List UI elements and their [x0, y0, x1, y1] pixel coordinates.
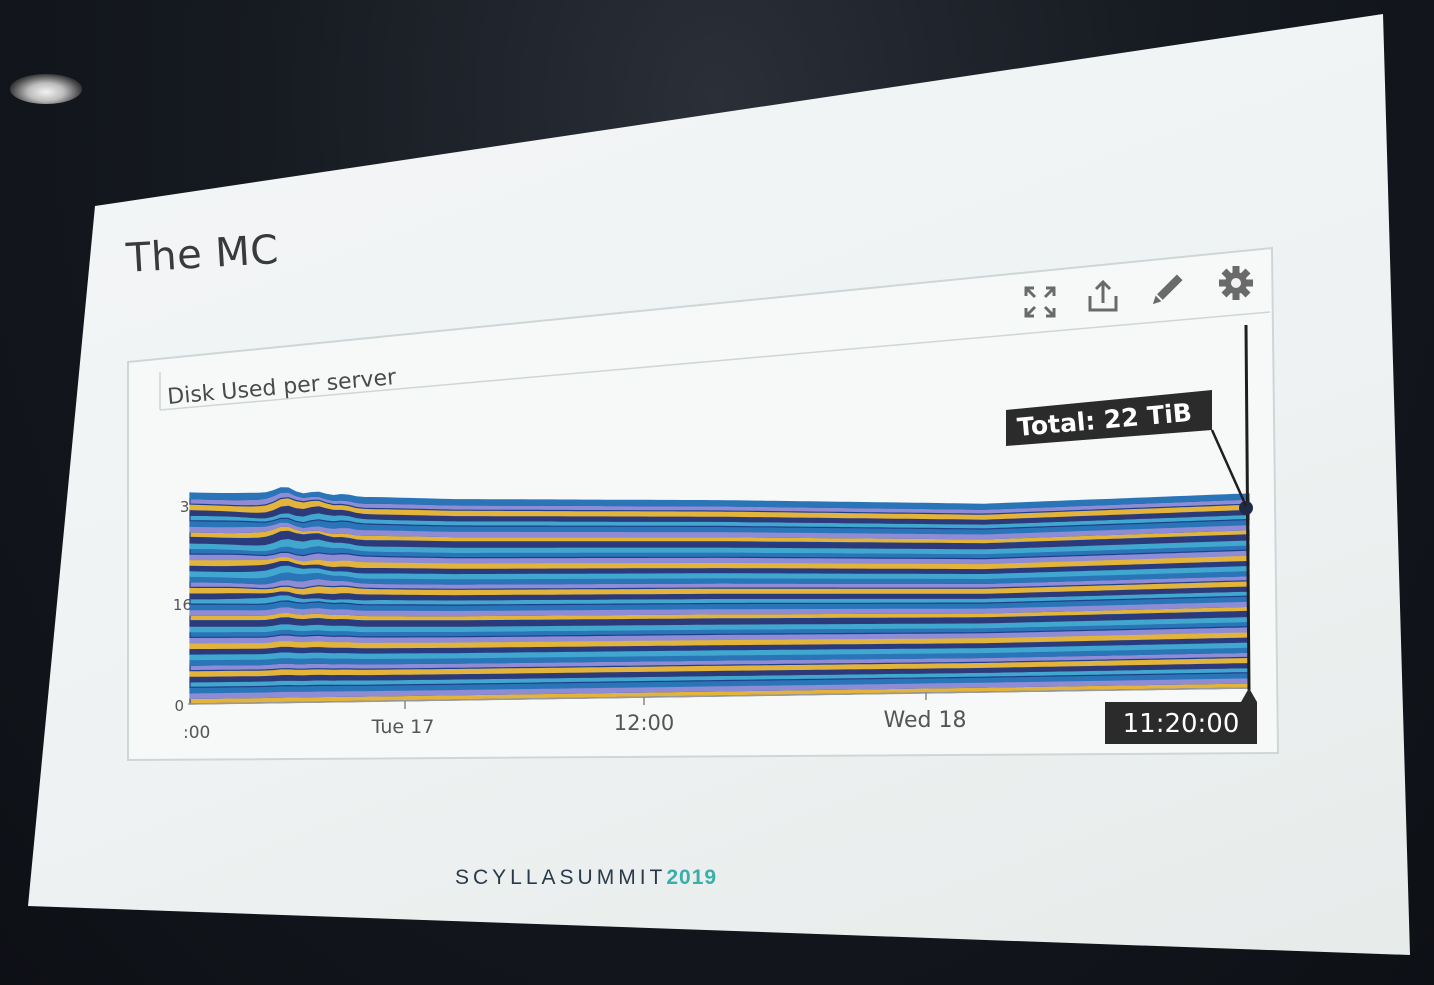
- x-axis-line: [187, 687, 1251, 705]
- ceiling-light: [10, 74, 82, 104]
- y-tick-label: 16: [173, 596, 192, 614]
- tooltip-pointer: [1210, 429, 1248, 507]
- area-series: [189, 487, 1250, 510]
- time-tooltip-label: 11:20:00: [1123, 709, 1240, 739]
- x-tick-label: Tue 17: [371, 716, 435, 738]
- footer-year: 2019: [666, 866, 718, 889]
- x-tick-label: Wed 18: [884, 708, 967, 733]
- panel-header-divider: [159, 311, 1271, 411]
- x-tick-label: 12:00: [614, 711, 675, 735]
- stacked-series: [189, 487, 1250, 705]
- event-footer: SCYLLASUMMIT2019: [455, 866, 717, 890]
- x-tick-label: :00: [183, 723, 210, 743]
- y-tick-label: 0: [174, 697, 184, 715]
- gear-icon[interactable]: [1219, 266, 1253, 300]
- crosshair-dot: [1239, 501, 1253, 515]
- share-icon[interactable]: [1088, 279, 1118, 312]
- expand-icon[interactable]: [1024, 286, 1056, 318]
- time-tooltip: 11:20:00: [1105, 688, 1257, 744]
- footer-brand: SCYLLASUMMIT: [455, 866, 667, 889]
